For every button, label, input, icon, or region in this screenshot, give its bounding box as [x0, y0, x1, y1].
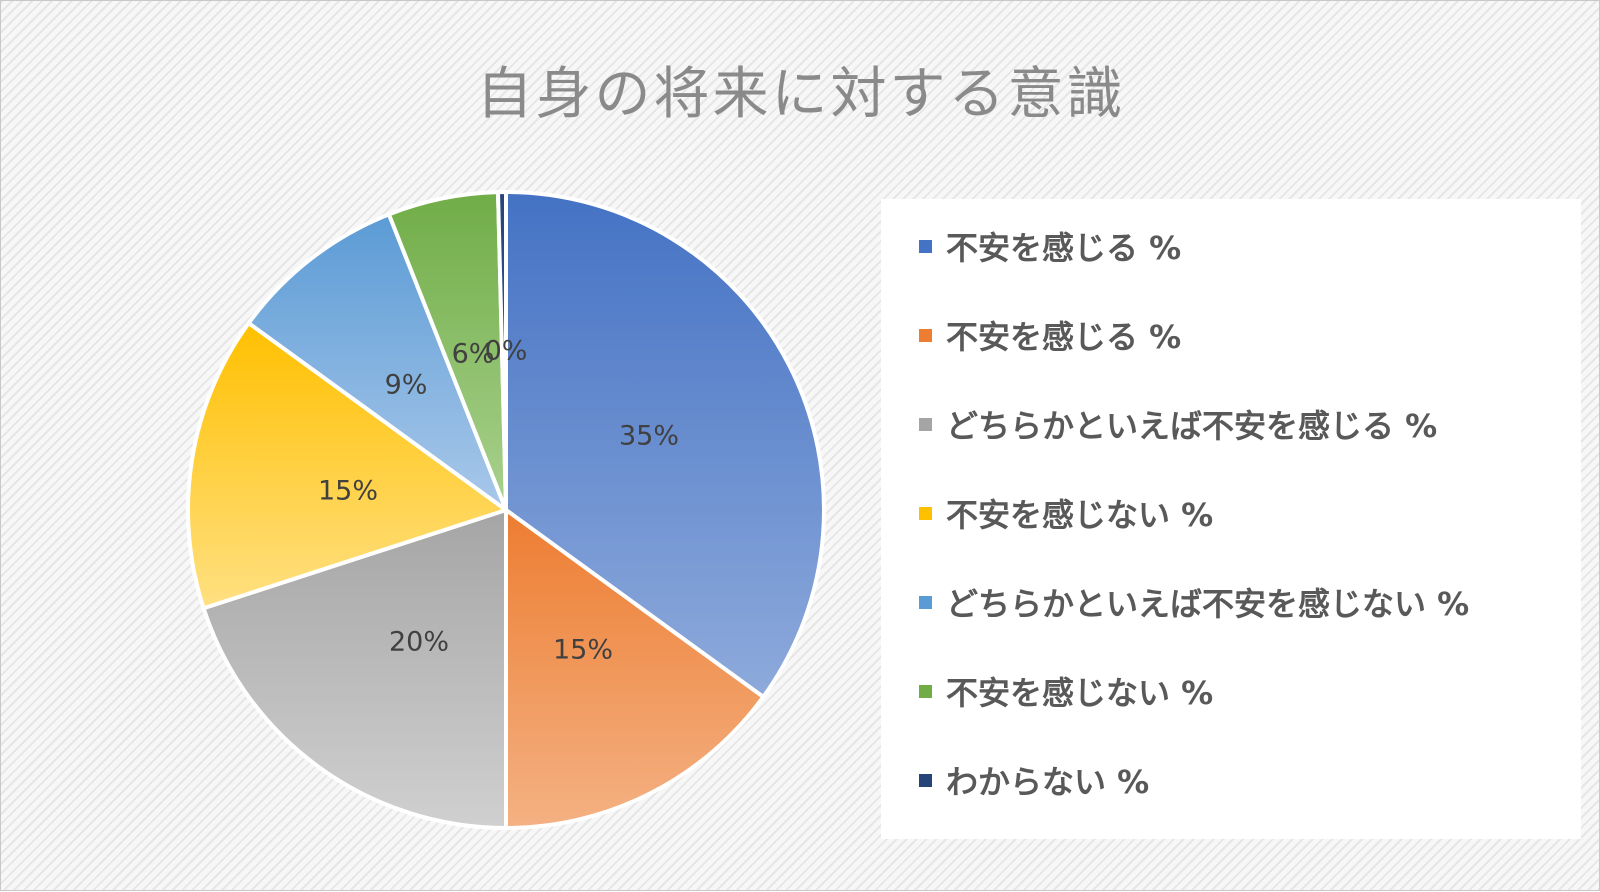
pie-slice [186, 321, 508, 611]
legend-item: 不安を感じる % [919, 223, 1181, 269]
pie-slice [504, 508, 766, 830]
legend-item: わからない % [919, 757, 1149, 803]
legend-swatch [919, 595, 932, 609]
legend-swatch [919, 328, 932, 342]
pie-data-label: 9% [385, 370, 428, 401]
legend-swatch [919, 506, 932, 520]
legend-swatch [919, 417, 932, 431]
legend-label: 不安を感じる % [946, 318, 1182, 356]
pie-data-label: 6% [452, 339, 495, 370]
legend-label: わからない % [946, 763, 1150, 801]
pie-data-label: 0% [485, 336, 528, 367]
pie-slice [504, 190, 826, 699]
legend-label: 不安を感じない % [946, 496, 1214, 534]
legend-item: どちらかといえば不安を感じない % [919, 579, 1469, 625]
legend-swatch [919, 239, 932, 253]
pie-data-label: 15% [553, 635, 613, 666]
legend-label: どちらかといえば不安を感じない % [946, 585, 1470, 623]
legend-item: 不安を感じない % [919, 668, 1213, 714]
pie-data-label: 20% [389, 627, 449, 658]
pie-slice [496, 189, 508, 512]
legend-item: 不安を感じる % [919, 312, 1181, 358]
pie-slice [246, 212, 508, 512]
chart-title: 自身の将来に対する意識 [476, 62, 1126, 127]
pie-data-label: 15% [318, 476, 378, 507]
legend-label: どちらかといえば不安を感じる % [946, 407, 1438, 445]
legend-label: 不安を感じない % [946, 674, 1214, 712]
legend: 不安を感じる % 不安を感じる % どちらかといえば不安を感じる % 不安を感じ… [881, 199, 1581, 839]
legend-item: 不安を感じない % [919, 490, 1213, 536]
legend-swatch [919, 684, 932, 698]
pie-slice [201, 508, 508, 830]
pie-data-labels: 35% 15% 20% 15% 9% 6%0% [318, 336, 679, 666]
legend-item: どちらかといえば不安を感じる % [919, 401, 1437, 447]
legend-label: 不安を感じる % [946, 229, 1182, 267]
legend-swatch [919, 773, 932, 787]
pie-slices [186, 189, 826, 830]
pie-data-label: 35% [619, 421, 679, 452]
